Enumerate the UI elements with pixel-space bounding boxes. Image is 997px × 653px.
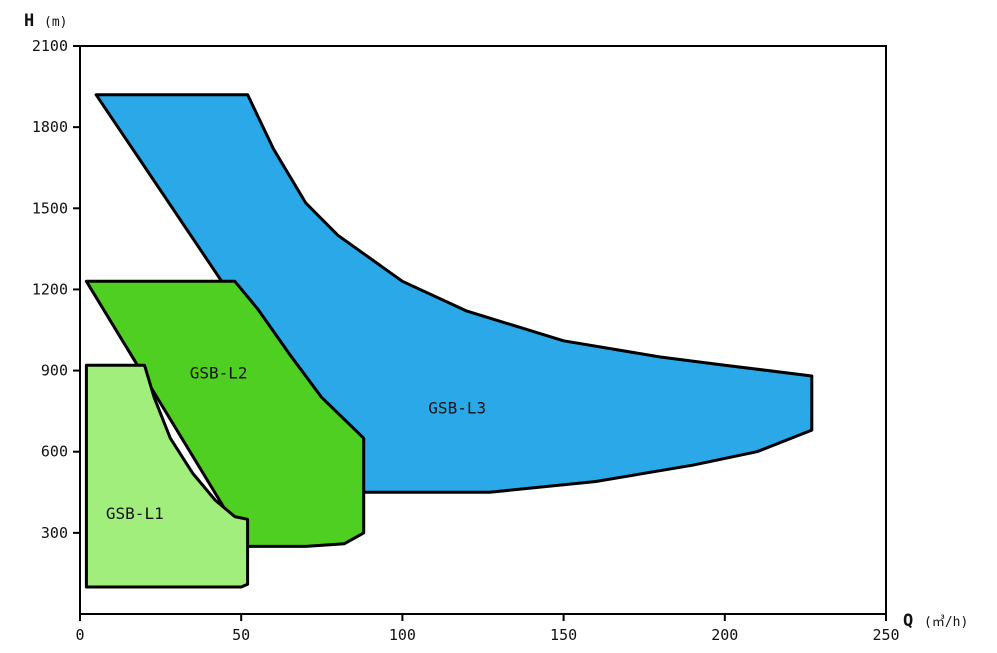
x-tick-label: 100: [389, 626, 416, 644]
y-tick-label: 2100: [32, 37, 68, 55]
region-label-gsb-l2: GSB-L2: [190, 363, 248, 382]
x-tick-label: 0: [75, 626, 84, 644]
region-label-gsb-l3: GSB-L3: [428, 398, 486, 417]
y-tick-label: 1200: [32, 280, 68, 298]
y-tick-label: 1800: [32, 118, 68, 136]
x-tick-label: 200: [711, 626, 738, 644]
y-tick-label: 1500: [32, 199, 68, 217]
x-tick-label: 250: [872, 626, 899, 644]
ticks-layer: 0 50 100 150 200 250 300 600 900 1200 1500 1800 2100: [32, 37, 900, 644]
chart-frame: [79, 45, 887, 615]
y-axis-unit: (m): [44, 15, 67, 30]
regions-layer: [84, 93, 814, 589]
region-labels-layer: GSB-L3 GSB-L2 GSB-L1: [106, 363, 486, 523]
y-tick-label: 300: [41, 524, 68, 542]
x-axis-title: Q: [903, 611, 913, 631]
region-label-gsb-l1: GSB-L1: [106, 504, 164, 523]
region-gsb-l3: [94, 93, 814, 494]
region-gsb-l2: [84, 279, 366, 548]
y-axis-title: H: [24, 11, 34, 31]
region-gsb-l1: [84, 363, 250, 589]
y-tick-label: 600: [41, 443, 68, 461]
x-axis-unit: (㎥/h): [924, 615, 968, 630]
x-tick-label: 150: [550, 626, 577, 644]
plot-border: [79, 45, 887, 615]
x-tick-label: 50: [232, 626, 250, 644]
y-tick-label: 900: [41, 362, 68, 380]
